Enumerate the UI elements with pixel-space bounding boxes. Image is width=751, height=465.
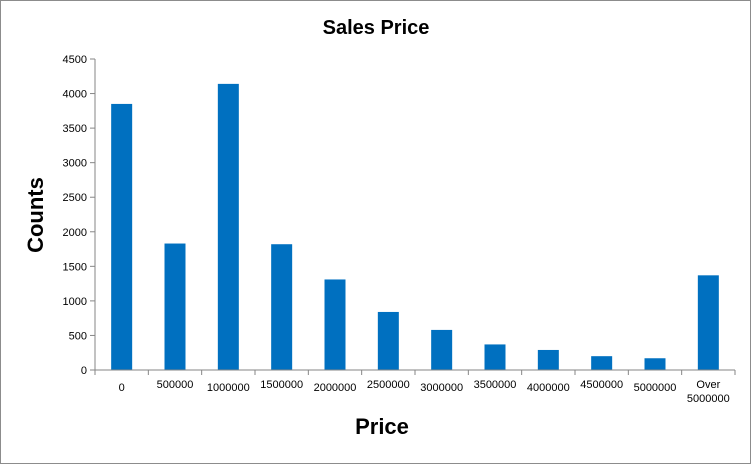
y-tick-label: 2000 bbox=[63, 227, 87, 239]
y-tick-label: 1500 bbox=[63, 261, 87, 273]
bar-8 bbox=[537, 349, 559, 370]
bar-10 bbox=[644, 358, 666, 370]
x-tick-label: Over bbox=[696, 379, 720, 391]
x-tick-label: 4000000 bbox=[527, 382, 570, 394]
y-tick-label: 2500 bbox=[63, 192, 87, 204]
y-tick-label: 4000 bbox=[63, 89, 87, 101]
x-axis-title: Price bbox=[355, 414, 409, 439]
x-tick-label: 4500000 bbox=[580, 379, 623, 391]
x-tick-label: 3000000 bbox=[420, 382, 463, 394]
x-tick-label: 5000000 bbox=[634, 382, 677, 394]
bar-2 bbox=[217, 83, 239, 370]
bar-3 bbox=[271, 244, 293, 370]
y-axis-ticks: 0 500 1000 1500 2000 2500 3000 3500 4000 4500 bbox=[63, 54, 95, 377]
axes bbox=[94, 59, 735, 371]
bar-7 bbox=[484, 344, 506, 370]
bar-0 bbox=[111, 103, 133, 370]
x-tick-label: 2500000 bbox=[367, 379, 410, 391]
bar-5 bbox=[377, 311, 399, 370]
x-tick-label: 1500000 bbox=[260, 379, 303, 391]
y-tick-label: 0 bbox=[81, 365, 87, 377]
chart-title: Sales Price bbox=[323, 17, 430, 39]
bar-9 bbox=[591, 356, 613, 370]
x-tick-label: 500000 bbox=[157, 379, 194, 391]
bars bbox=[111, 83, 719, 370]
x-axis-ticks: 0 500000 1000000 1500000 2000000 2500000 30000… bbox=[94, 370, 736, 405]
bar-4 bbox=[324, 279, 346, 370]
y-axis-title: Counts bbox=[23, 177, 48, 253]
bar-1 bbox=[164, 243, 186, 370]
x-tick-label: 2000000 bbox=[314, 382, 357, 394]
y-tick-label: 3500 bbox=[63, 123, 87, 135]
y-tick-label: 1000 bbox=[63, 296, 87, 308]
y-tick-label: 3000 bbox=[63, 158, 87, 170]
y-tick-label: 500 bbox=[69, 330, 87, 342]
bar-6 bbox=[431, 329, 453, 370]
x-tick-label: 1000000 bbox=[207, 382, 250, 394]
bar-11 bbox=[697, 275, 719, 370]
x-tick-label: 5000000 bbox=[687, 393, 730, 405]
x-tick-label: 0 bbox=[119, 382, 125, 394]
x-tick-label: 3500000 bbox=[474, 379, 517, 391]
y-tick-label: 4500 bbox=[63, 54, 87, 66]
